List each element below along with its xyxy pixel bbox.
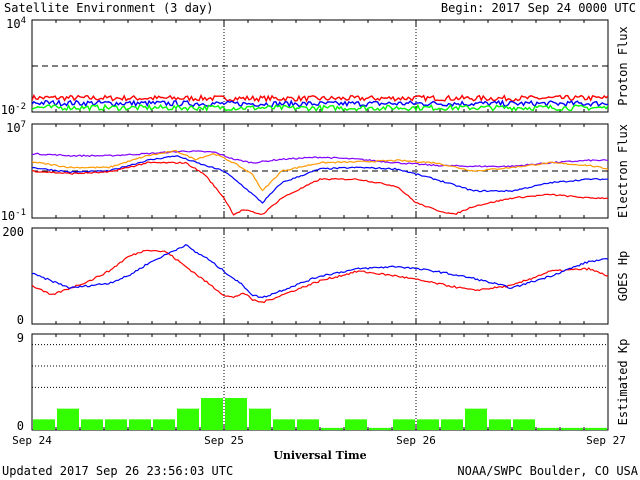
kp-bar — [465, 408, 487, 430]
kp-bar — [585, 427, 607, 430]
series-line-orange — [32, 149, 608, 192]
panel-electron: 107 10-1 Electron Flux — [1, 120, 630, 223]
series-line-red — [32, 161, 608, 216]
kp-bar — [441, 419, 463, 430]
kp-bar — [201, 398, 223, 430]
kp-bar — [561, 427, 583, 430]
series-line-purple — [32, 150, 608, 168]
y-tick-label-electron-1: 10-1 — [1, 208, 26, 223]
x-tick-sep25: Sep 25 — [204, 434, 244, 447]
y-tick-label-goes_hp-1: 0 — [17, 313, 24, 327]
kp-bar — [537, 427, 559, 430]
kp-bar — [57, 408, 79, 430]
begin-time: Begin: 2017 Sep 24 0000 UTC — [441, 1, 636, 15]
panel-frame — [31, 123, 609, 219]
kp-bar — [105, 419, 127, 430]
x-tick-sep27: Sep 27 — [586, 434, 626, 447]
y-tick-label-goes_hp-0: 200 — [2, 225, 24, 239]
kp-bar — [249, 408, 271, 430]
chart-title: Satellite Environment (3 day) — [4, 1, 214, 15]
series-line-red — [32, 93, 608, 103]
y-axis-label-proton: Proton Flux — [616, 26, 630, 105]
y-tick-label-electron-0: 107 — [6, 120, 26, 135]
updated-timestamp: Updated 2017 Sep 26 23:56:03 UTC — [2, 464, 233, 478]
y-axis-label-goes_hp: GOES Hp — [616, 251, 630, 302]
y-tick-label-proton-0: 104 — [6, 16, 26, 31]
y-tick-label-kp-1: 0 — [17, 419, 24, 433]
panels: 104 10-2 Proton Flux 107 10-1 Electron Flux 20… — [1, 16, 630, 433]
kp-bar — [273, 419, 295, 430]
series-line-green — [32, 103, 608, 112]
kp-bar — [129, 419, 151, 430]
data-source: NOAA/SWPC Boulder, CO USA — [457, 464, 638, 478]
series-line-blue — [32, 244, 608, 299]
kp-bar — [33, 419, 55, 430]
kp-bar — [225, 398, 247, 430]
kp-bar — [417, 419, 439, 430]
y-tick-label-proton-1: 10-2 — [1, 102, 26, 117]
y-axis-label-electron: Electron Flux — [616, 124, 630, 218]
series-line-blue — [32, 99, 608, 109]
panel-proton: 104 10-2 Proton Flux — [1, 16, 630, 117]
x-tick-sep26: Sep 26 — [396, 434, 436, 447]
kp-bar — [489, 419, 511, 430]
kp-bar — [81, 419, 103, 430]
panel-kp: 9 0 Estimated Kp — [17, 331, 630, 433]
kp-bar — [321, 427, 343, 430]
kp-bar — [393, 419, 415, 430]
series-line-red — [32, 249, 608, 304]
panel-goes_hp: 200 0 GOES Hp — [2, 225, 630, 327]
kp-bar — [297, 419, 319, 430]
kp-bar — [513, 419, 535, 430]
panel-frame — [31, 333, 609, 431]
x-tick-sep24: Sep 24 — [12, 434, 52, 447]
kp-bar — [153, 419, 175, 430]
kp-bar — [369, 427, 391, 430]
y-tick-label-kp-0: 9 — [17, 331, 24, 345]
series-line-blue — [32, 155, 608, 204]
kp-bar — [177, 408, 199, 430]
x-axis-label: Universal Time — [273, 449, 366, 462]
kp-bar — [345, 419, 367, 430]
y-axis-label-kp: Estimated Kp — [616, 339, 630, 426]
